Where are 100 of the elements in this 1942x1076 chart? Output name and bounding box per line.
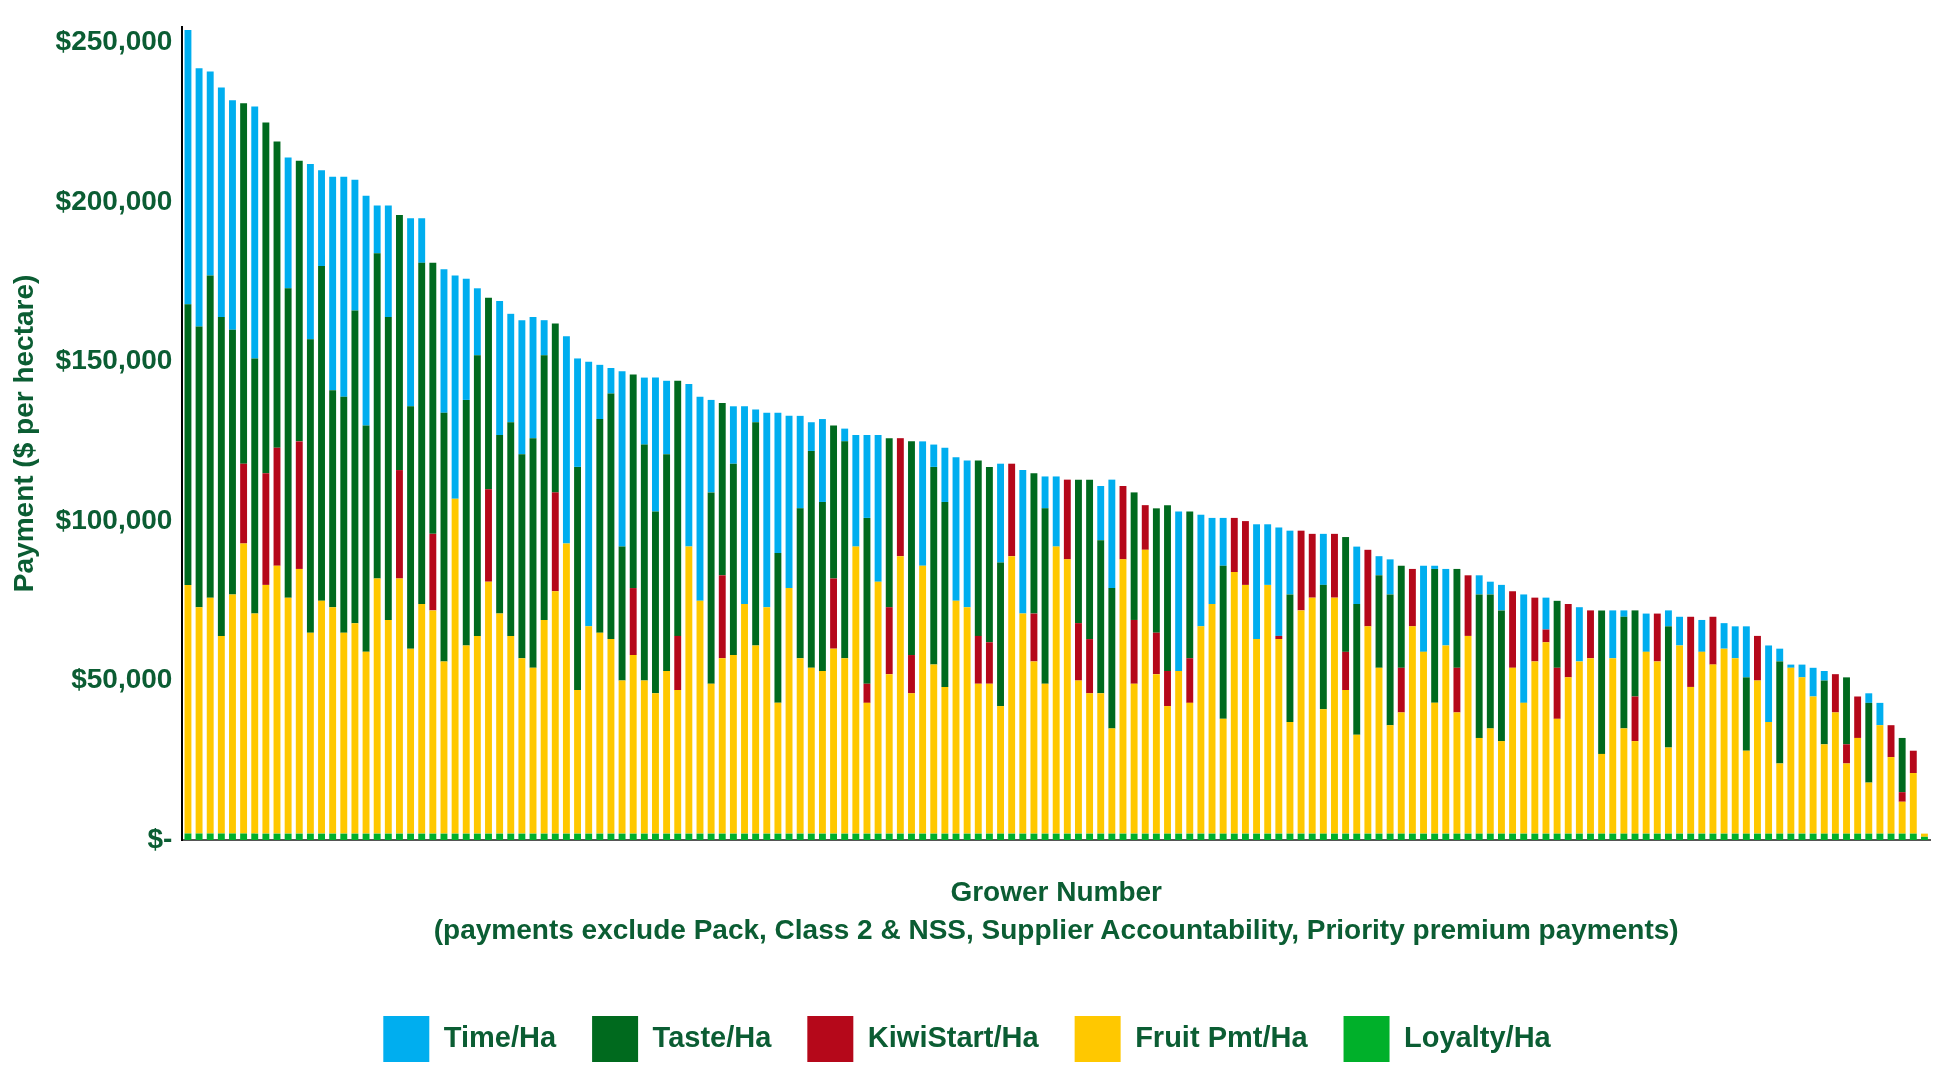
legend-label: Loyalty/Ha <box>1404 1021 1552 1053</box>
bar <box>473 288 481 356</box>
bar <box>830 425 838 579</box>
bar <box>1141 505 1149 550</box>
bar <box>1264 833 1272 840</box>
bar <box>295 833 303 840</box>
bar <box>1843 744 1850 764</box>
bar <box>752 422 760 646</box>
bar <box>1086 479 1094 640</box>
bar <box>1598 833 1606 840</box>
bar <box>1230 572 1238 834</box>
bar <box>1075 833 1082 840</box>
bar <box>896 556 904 834</box>
bar <box>1497 610 1505 742</box>
bar <box>1464 575 1472 636</box>
bar <box>707 833 715 840</box>
bar <box>640 833 648 840</box>
y-tick-label: $100,000 <box>55 503 173 535</box>
bar <box>574 466 581 691</box>
bar <box>1475 594 1483 738</box>
bar <box>1386 833 1394 840</box>
bar <box>518 658 526 834</box>
bar <box>1397 712 1405 834</box>
bar <box>318 170 325 266</box>
bar <box>718 658 726 834</box>
bar <box>462 278 470 400</box>
bar <box>1486 728 1494 834</box>
bar <box>1164 706 1171 834</box>
bar <box>1353 734 1361 834</box>
bar <box>841 658 849 834</box>
bar <box>1431 568 1439 703</box>
bar <box>329 833 337 840</box>
bar <box>1553 718 1561 834</box>
bar <box>1909 833 1917 840</box>
bar <box>1331 597 1338 834</box>
bar <box>1319 533 1327 585</box>
bar <box>774 702 782 834</box>
bar <box>763 833 771 840</box>
bar <box>1297 530 1305 611</box>
bar <box>1408 568 1416 627</box>
bar <box>429 833 437 840</box>
bar <box>551 323 559 493</box>
bar <box>1108 728 1116 834</box>
bar <box>1353 833 1361 840</box>
bar <box>1275 527 1283 636</box>
y-tick-label: $50,000 <box>71 663 173 695</box>
bar <box>1420 651 1427 834</box>
bar <box>1865 782 1873 834</box>
bar <box>908 441 915 656</box>
bar <box>1186 511 1194 659</box>
bar <box>206 71 214 276</box>
bar <box>1698 833 1706 840</box>
bar <box>262 122 270 474</box>
bar <box>1442 645 1450 834</box>
bar <box>1420 565 1427 652</box>
bar <box>919 833 927 840</box>
bar <box>1642 651 1650 834</box>
bar <box>997 463 1004 563</box>
bar <box>574 833 581 840</box>
bar <box>485 581 492 834</box>
bar <box>841 833 849 840</box>
bar <box>351 833 359 840</box>
bar <box>1653 661 1661 834</box>
bar <box>1219 718 1227 834</box>
bar <box>874 833 882 840</box>
bar <box>741 833 748 840</box>
bar <box>1497 584 1505 611</box>
bar <box>1141 833 1149 840</box>
bar <box>195 68 203 327</box>
bar <box>763 412 771 608</box>
bar <box>1709 616 1717 665</box>
bar <box>362 425 370 652</box>
bar <box>741 406 748 605</box>
bar <box>1520 594 1528 703</box>
bar <box>652 693 659 834</box>
bar <box>1397 565 1405 668</box>
bar <box>1041 508 1049 684</box>
bar <box>206 597 214 834</box>
bar <box>217 87 225 317</box>
bar <box>240 103 248 464</box>
bar <box>329 390 337 608</box>
bar <box>1475 737 1483 834</box>
bar <box>1030 613 1038 662</box>
bar <box>1620 616 1628 729</box>
legend-label: Taste/Ha <box>652 1021 773 1053</box>
bar <box>1308 597 1316 834</box>
bar <box>518 454 526 659</box>
bar <box>384 205 392 317</box>
bar <box>1186 702 1194 834</box>
bar <box>596 632 604 834</box>
bar <box>251 358 259 614</box>
bar <box>1364 833 1372 840</box>
bar <box>295 568 303 834</box>
bar <box>1097 693 1105 834</box>
bar <box>351 623 359 834</box>
bar <box>1275 833 1283 840</box>
bar <box>1642 833 1650 840</box>
bar <box>1097 833 1105 840</box>
bar <box>1754 833 1761 840</box>
bar <box>807 833 815 840</box>
